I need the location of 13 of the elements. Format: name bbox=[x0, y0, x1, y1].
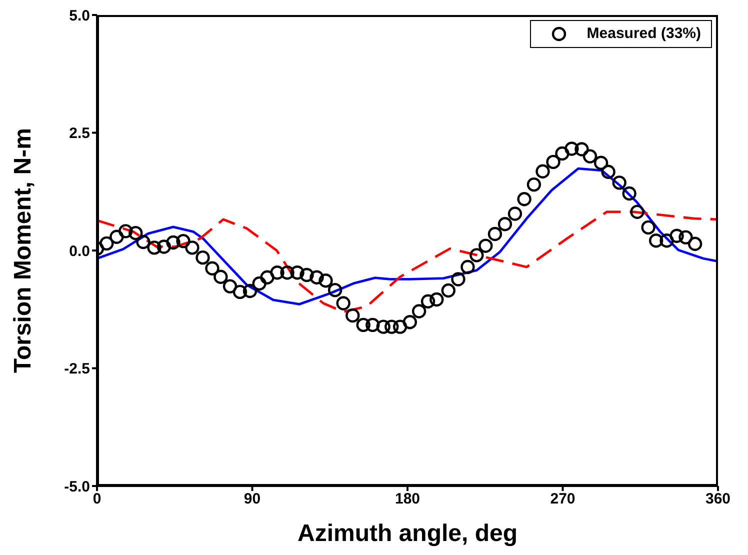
y-tick-label: -2.5 bbox=[64, 360, 90, 378]
legend-label: Measured (33%) bbox=[586, 24, 701, 44]
x-tick-label: 270 bbox=[550, 490, 576, 508]
y-axis-title: Torsion Moment, N-m bbox=[10, 128, 37, 373]
x-tick-label: 0 bbox=[92, 490, 102, 508]
y-tick-label: -5.0 bbox=[64, 478, 90, 496]
y-tick-label: 2.5 bbox=[69, 125, 90, 142]
x-tick-label: 360 bbox=[705, 490, 731, 508]
y-tick-label: 5.0 bbox=[69, 7, 90, 24]
x-tick-label: 90 bbox=[244, 490, 261, 508]
x-tick-label: 180 bbox=[394, 490, 420, 508]
y-tick-label: 0.0 bbox=[69, 242, 90, 260]
x-axis-title: Azimuth angle, deg bbox=[297, 520, 518, 547]
